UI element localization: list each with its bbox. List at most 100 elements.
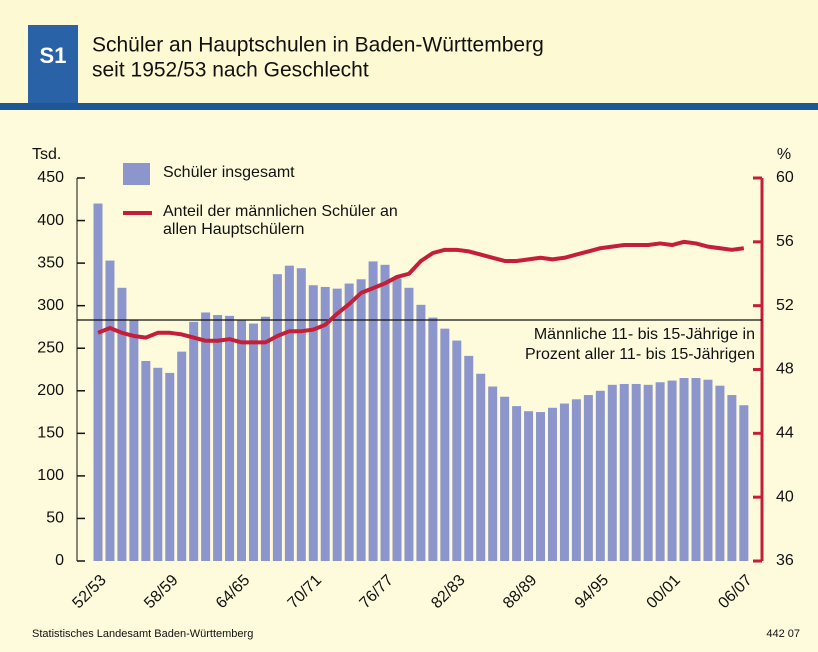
bar (105, 260, 115, 561)
bar (691, 378, 701, 561)
bar (667, 380, 677, 561)
y2-tick-label: 40 (776, 488, 794, 505)
legend-swatch (123, 163, 150, 185)
legend-label: Anteil der männlichen Schüler an allen H… (163, 203, 398, 238)
y-tick-label: 350 (37, 254, 64, 271)
bar (93, 203, 103, 562)
bar (177, 351, 187, 561)
bar (488, 386, 498, 561)
y-tick-label: 0 (55, 552, 64, 569)
y-tick-label: 150 (37, 425, 64, 442)
bar (320, 286, 330, 561)
bar (440, 328, 450, 561)
reference-label: Prozent aller 11- bis 15-Jährigen (525, 346, 755, 363)
x-tick-label: 64/65 (213, 572, 253, 612)
x-tick-label: 70/71 (285, 572, 325, 612)
bar (559, 403, 569, 561)
x-tick-label: 58/59 (141, 572, 181, 612)
bar (201, 312, 211, 561)
bar (368, 261, 378, 561)
bar (679, 378, 689, 561)
bar (237, 320, 247, 561)
x-tick-label: 82/83 (428, 572, 468, 612)
y-tick-label: 100 (37, 467, 64, 484)
bar (643, 384, 653, 561)
reference-label: Männliche 11- bis 15-Jährige in (534, 326, 755, 343)
bar (452, 340, 462, 561)
bar (213, 315, 223, 561)
bar (536, 412, 546, 561)
bar (165, 372, 175, 561)
y2-tick-label: 56 (776, 233, 794, 250)
y-tick-label: 450 (37, 169, 64, 186)
bar (655, 382, 665, 561)
bar (404, 287, 414, 561)
bar (428, 317, 438, 561)
bar (571, 399, 581, 561)
y2-tick-label: 44 (776, 425, 794, 442)
bar (464, 355, 474, 561)
y2-axis-label: % (777, 146, 791, 163)
bar (380, 264, 390, 561)
bar (392, 278, 402, 561)
bar (189, 321, 199, 561)
bar (225, 315, 235, 561)
chart-title: Schüler an Hauptschulen in Baden-Württem… (92, 34, 544, 57)
legend-entry: Schüler insgesamt (163, 164, 295, 181)
bar (416, 304, 426, 561)
bar (524, 411, 534, 561)
x-tick-label: 94/95 (572, 572, 612, 612)
bar (153, 367, 163, 561)
y2-tick-label: 52 (776, 297, 794, 314)
x-tick-label: 52/53 (69, 572, 109, 612)
bar (284, 265, 294, 561)
bar (117, 287, 127, 561)
x-tick-label: 06/07 (715, 572, 755, 612)
badge-box (28, 25, 78, 103)
bar (129, 320, 139, 561)
y-tick-label: 400 (37, 212, 64, 229)
bar (595, 390, 605, 561)
code: 442 07 (766, 628, 800, 640)
bar (344, 283, 354, 561)
y-tick-label: 300 (37, 297, 64, 314)
y-tick-label: 50 (46, 510, 64, 527)
bar (308, 285, 318, 561)
y2-tick-label: 48 (776, 361, 794, 378)
y-axis-label: Tsd. (32, 146, 61, 163)
y2-tick-label: 60 (776, 169, 794, 186)
legend-label: Schüler insgesamt (163, 164, 295, 181)
bar (715, 385, 725, 561)
source: Statistisches Landesamt Baden-Württember… (32, 628, 253, 640)
y-tick-label: 200 (37, 382, 64, 399)
y2-tick-label: 36 (776, 552, 794, 569)
x-tick-label: 76/77 (357, 572, 397, 612)
badge: S1 (40, 43, 67, 68)
bar (619, 383, 629, 561)
chart-title: seit 1952/53 nach Geschlecht (92, 59, 369, 82)
bar (607, 384, 617, 561)
header-rule (0, 103, 818, 110)
legend-entry: Anteil der männlichen Schüler an allen H… (163, 203, 398, 238)
bar (260, 316, 270, 561)
bar (547, 407, 557, 561)
x-tick-label: 00/01 (644, 572, 684, 612)
bar (332, 288, 342, 561)
bar (703, 379, 713, 561)
bar (248, 323, 258, 561)
bar (272, 274, 282, 561)
line (97, 239, 745, 345)
bar (500, 396, 510, 561)
header-background (0, 0, 818, 103)
bar (476, 373, 486, 561)
bar (631, 383, 641, 561)
bar (356, 279, 366, 561)
bar (296, 268, 306, 561)
bar (512, 406, 522, 561)
bar (141, 360, 151, 561)
y-tick-label: 250 (37, 339, 64, 356)
bar (727, 395, 737, 561)
bar (583, 395, 593, 561)
